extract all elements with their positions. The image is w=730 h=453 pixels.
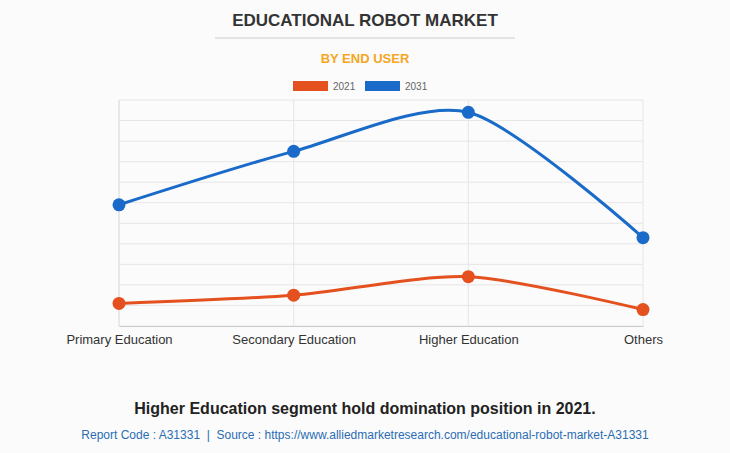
point[interactable] xyxy=(637,231,650,244)
y-axis-line xyxy=(119,100,120,326)
x-axis-line xyxy=(120,326,644,327)
subtitle: BY END USER xyxy=(321,51,410,66)
grid-line xyxy=(119,161,643,162)
legend-label: 2021 xyxy=(333,81,356,92)
grid-line xyxy=(119,182,643,183)
plot: Primary Education Secondary Education High… xyxy=(66,100,663,347)
marks xyxy=(113,106,650,316)
x-tick-label: Primary Education xyxy=(66,332,172,347)
chart: EDUCATIONAL ROBOT MARKETBY END USER20212… xyxy=(0,0,730,453)
grid-line xyxy=(468,100,469,326)
grid-line xyxy=(119,264,643,265)
title: EDUCATIONAL ROBOT MARKET xyxy=(232,11,498,30)
y-grid xyxy=(119,100,643,326)
x-tick-label: Higher Education xyxy=(419,332,519,347)
legend-swatch xyxy=(293,81,328,91)
grid-line xyxy=(119,202,643,203)
grid-line xyxy=(119,100,120,326)
grid-line xyxy=(119,141,643,142)
point[interactable] xyxy=(113,297,126,310)
x-tick: Others xyxy=(624,326,664,347)
legend: 2021 2031 xyxy=(293,81,428,92)
x-tick-label: Secondary Education xyxy=(232,332,356,347)
point[interactable] xyxy=(637,303,650,316)
point[interactable] xyxy=(287,145,300,158)
series-line xyxy=(119,277,643,310)
legend-label: 2031 xyxy=(405,81,428,92)
point[interactable] xyxy=(113,198,126,211)
x-tick: Higher Education xyxy=(419,326,519,347)
title-rule xyxy=(215,38,515,39)
grid-line xyxy=(119,100,643,101)
x-tick-label: Others xyxy=(624,332,664,347)
point[interactable] xyxy=(462,270,475,283)
grid-line xyxy=(119,223,643,224)
grid-line xyxy=(119,120,643,121)
series-line xyxy=(119,110,643,237)
grid-line xyxy=(119,326,643,327)
point[interactable] xyxy=(462,106,475,119)
caption: Higher Education segment hold domination… xyxy=(134,400,595,417)
grid-line xyxy=(643,100,644,326)
x-grid xyxy=(119,100,643,326)
legend-swatch xyxy=(365,81,400,91)
x-axis: Primary Education Secondary Education High… xyxy=(66,326,663,347)
grid-line xyxy=(119,305,643,306)
source: Report Code : A31331 | Source : https://… xyxy=(81,428,649,442)
grid-line xyxy=(119,243,643,244)
x-tick: Primary Education xyxy=(66,326,172,347)
x-tick: Secondary Education xyxy=(232,326,356,347)
point[interactable] xyxy=(287,289,300,302)
